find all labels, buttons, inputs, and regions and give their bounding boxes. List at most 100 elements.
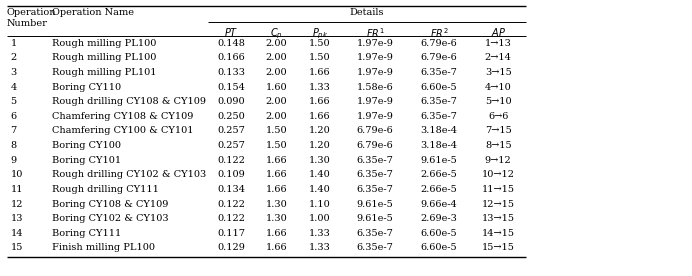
Text: 6.60e-5: 6.60e-5: [421, 83, 457, 92]
Text: 2.69e-3: 2.69e-3: [421, 214, 457, 223]
Text: 3: 3: [10, 68, 17, 77]
Text: 2→14: 2→14: [485, 53, 511, 62]
Text: 1.10: 1.10: [309, 200, 331, 209]
Text: 2.00: 2.00: [266, 39, 287, 48]
Text: 1.30: 1.30: [309, 156, 331, 165]
Text: 3.18e-4: 3.18e-4: [421, 141, 457, 150]
Text: Boring CY102 & CY103: Boring CY102 & CY103: [52, 214, 169, 223]
Text: 1.66: 1.66: [266, 229, 287, 238]
Text: 1.97e-9: 1.97e-9: [356, 112, 394, 121]
Text: Operation
Number: Operation Number: [7, 8, 57, 28]
Text: 0.129: 0.129: [217, 243, 246, 253]
Text: $FR^1$: $FR^1$: [365, 26, 385, 40]
Text: Rough milling PL101: Rough milling PL101: [52, 68, 156, 77]
Text: $\mathit{AP}$: $\mathit{AP}$: [491, 26, 506, 38]
Text: 2.00: 2.00: [266, 112, 287, 121]
Text: 1.58e-6: 1.58e-6: [356, 83, 394, 92]
Text: Boring CY110: Boring CY110: [52, 83, 121, 92]
Text: 6.35e-7: 6.35e-7: [421, 112, 457, 121]
Text: Rough drilling CY111: Rough drilling CY111: [52, 185, 158, 194]
Text: 11: 11: [10, 185, 23, 194]
Text: 2.66e-5: 2.66e-5: [421, 185, 457, 194]
Text: 9.61e-5: 9.61e-5: [356, 214, 394, 223]
Text: 6.79e-6: 6.79e-6: [356, 126, 394, 136]
Text: 11→15: 11→15: [482, 185, 515, 194]
Text: Finish milling PL100: Finish milling PL100: [52, 243, 155, 253]
Text: 1.40: 1.40: [309, 185, 331, 194]
Text: 0.250: 0.250: [217, 112, 246, 121]
Text: 0.133: 0.133: [217, 68, 246, 77]
Text: 10: 10: [10, 170, 23, 179]
Text: 0.257: 0.257: [217, 126, 246, 136]
Text: 0.109: 0.109: [217, 170, 246, 179]
Text: 1.66: 1.66: [266, 156, 287, 165]
Text: 9.66e-4: 9.66e-4: [421, 200, 457, 209]
Text: 6→6: 6→6: [488, 112, 509, 121]
Text: Details: Details: [349, 8, 384, 17]
Text: 1.97e-9: 1.97e-9: [356, 97, 394, 106]
Text: Boring CY100: Boring CY100: [52, 141, 121, 150]
Text: 6.35e-7: 6.35e-7: [421, 68, 457, 77]
Text: 1.00: 1.00: [309, 214, 331, 223]
Text: 6.60e-5: 6.60e-5: [421, 229, 457, 238]
Text: 15: 15: [10, 243, 23, 253]
Text: 1.66: 1.66: [266, 243, 287, 253]
Text: 6.79e-6: 6.79e-6: [421, 39, 457, 48]
Text: 1.30: 1.30: [266, 200, 287, 209]
Text: 6: 6: [10, 112, 17, 121]
Text: 1.97e-9: 1.97e-9: [356, 39, 394, 48]
Text: 1.66: 1.66: [266, 185, 287, 194]
Text: 1.30: 1.30: [266, 214, 287, 223]
Text: 14: 14: [10, 229, 23, 238]
Text: 1.33: 1.33: [309, 229, 331, 238]
Text: $C_p$: $C_p$: [270, 26, 283, 41]
Text: 15→15: 15→15: [482, 243, 515, 253]
Text: 6.35e-7: 6.35e-7: [356, 243, 394, 253]
Text: 0.117: 0.117: [217, 229, 246, 238]
Text: 8: 8: [10, 141, 17, 150]
Text: Chamfering CY108 & CY109: Chamfering CY108 & CY109: [52, 112, 193, 121]
Text: Rough milling PL100: Rough milling PL100: [52, 53, 156, 62]
Text: 0.166: 0.166: [217, 53, 246, 62]
Text: 2.00: 2.00: [266, 53, 287, 62]
Text: 5→10: 5→10: [485, 97, 511, 106]
Text: 13→15: 13→15: [482, 214, 515, 223]
Text: 1.66: 1.66: [266, 170, 287, 179]
Text: 6.35e-7: 6.35e-7: [356, 185, 394, 194]
Text: Boring CY108 & CY109: Boring CY108 & CY109: [52, 200, 168, 209]
Text: Boring CY111: Boring CY111: [52, 229, 121, 238]
Text: Rough drilling CY102 & CY103: Rough drilling CY102 & CY103: [52, 170, 206, 179]
Text: 1.66: 1.66: [309, 68, 331, 77]
Text: Rough drilling CY108 & CY109: Rough drilling CY108 & CY109: [52, 97, 206, 106]
Text: 1.20: 1.20: [309, 141, 331, 150]
Text: 8→15: 8→15: [485, 141, 511, 150]
Text: $\mathit{PT}$: $\mathit{PT}$: [224, 26, 239, 38]
Text: 6.35e-7: 6.35e-7: [356, 229, 394, 238]
Text: 2: 2: [10, 53, 17, 62]
Text: Boring CY101: Boring CY101: [52, 156, 121, 165]
Text: 6.79e-6: 6.79e-6: [421, 53, 457, 62]
Text: 0.148: 0.148: [217, 39, 246, 48]
Text: 7→15: 7→15: [485, 126, 511, 136]
Text: 6.35e-7: 6.35e-7: [356, 156, 394, 165]
Text: 1.97e-9: 1.97e-9: [356, 53, 394, 62]
Text: 5: 5: [10, 97, 17, 106]
Text: 6.35e-7: 6.35e-7: [421, 97, 457, 106]
Text: 0.257: 0.257: [217, 141, 246, 150]
Text: 0.154: 0.154: [217, 83, 246, 92]
Text: 1.66: 1.66: [309, 112, 331, 121]
Text: $P_{pk}$: $P_{pk}$: [311, 26, 328, 41]
Text: 1.97e-9: 1.97e-9: [356, 68, 394, 77]
Text: Chamfering CY100 & CY101: Chamfering CY100 & CY101: [52, 126, 193, 136]
Text: 6.35e-7: 6.35e-7: [356, 170, 394, 179]
Text: 9: 9: [10, 156, 17, 165]
Text: 9→12: 9→12: [485, 156, 511, 165]
Text: 12→15: 12→15: [482, 200, 515, 209]
Text: 6.79e-6: 6.79e-6: [356, 141, 394, 150]
Text: 1: 1: [10, 39, 17, 48]
Text: Rough milling PL100: Rough milling PL100: [52, 39, 156, 48]
Text: 0.122: 0.122: [217, 214, 246, 223]
Text: 1.50: 1.50: [266, 126, 287, 136]
Text: 0.134: 0.134: [217, 185, 246, 194]
Text: 1.66: 1.66: [309, 97, 331, 106]
